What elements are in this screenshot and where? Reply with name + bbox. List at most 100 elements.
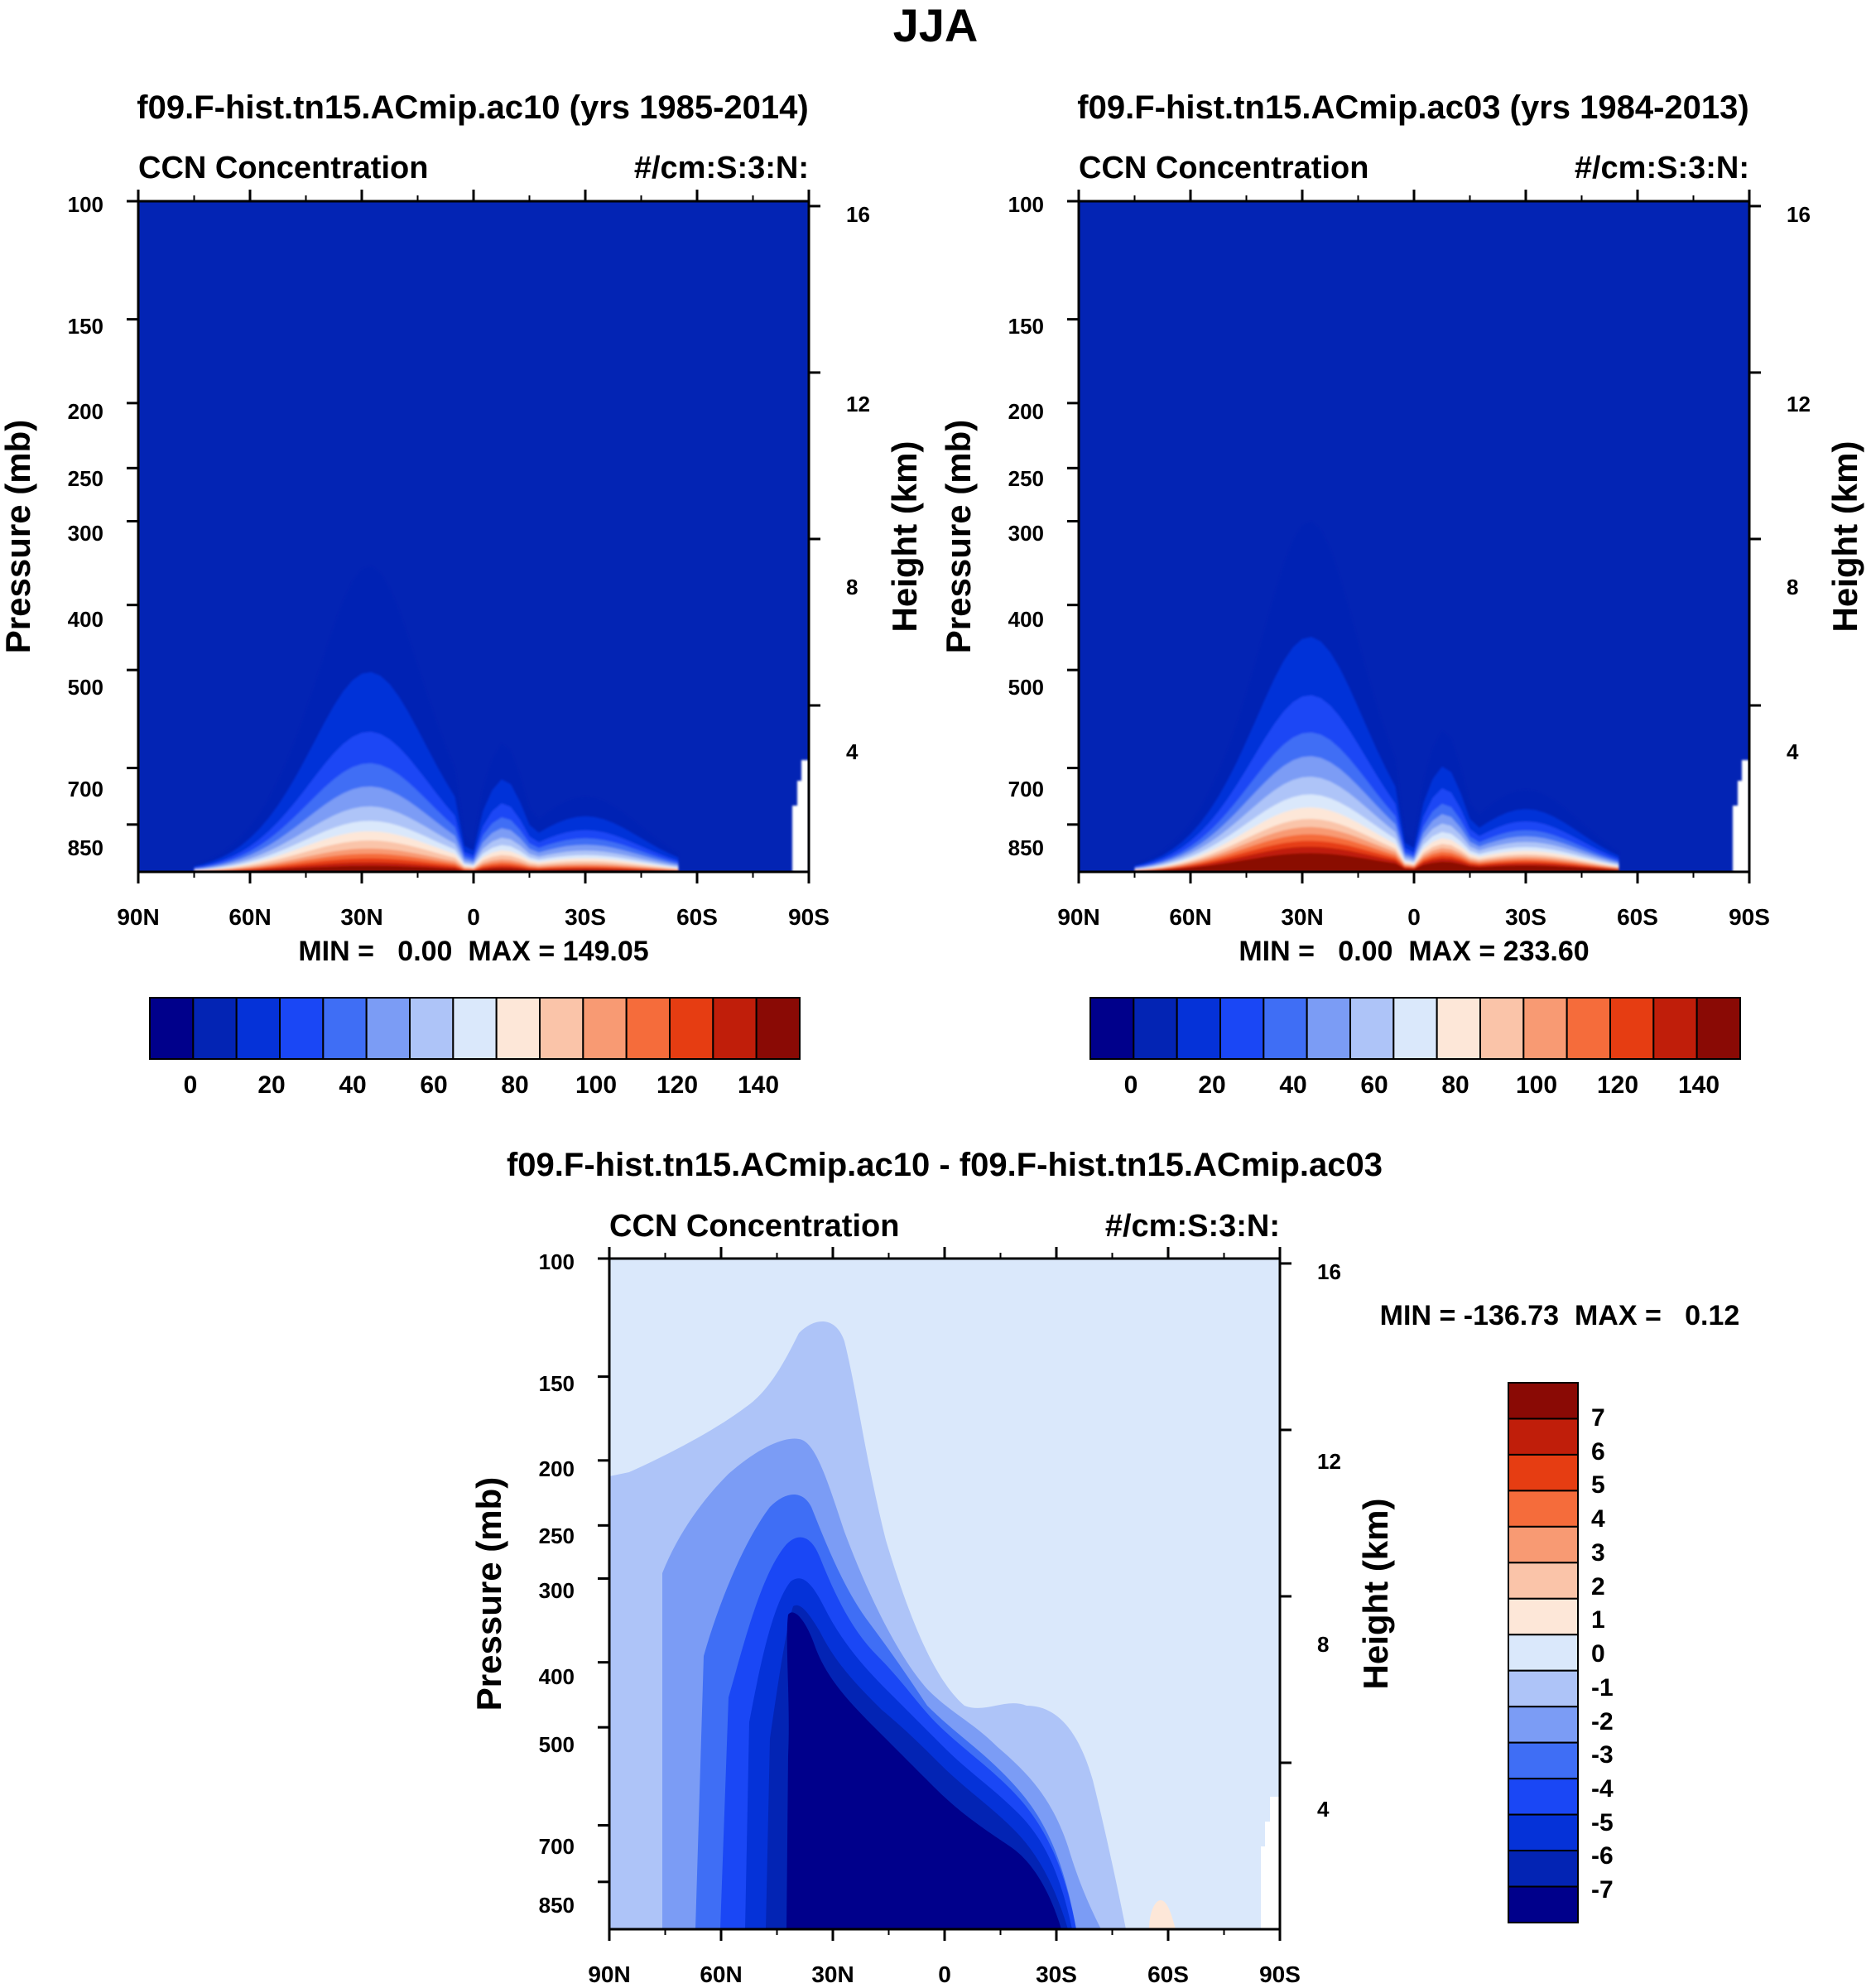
colorbar-swatch xyxy=(669,997,714,1060)
height-tick-label: 4 xyxy=(846,739,859,764)
panel-title: f09.F-hist.tn15.ACmip.ac10 - f09.F-hist.… xyxy=(507,1147,1383,1183)
x-tick-label: 60S xyxy=(1617,904,1658,930)
x-tick-label: 90N xyxy=(117,904,159,930)
y-axis-title: Pressure (mb) xyxy=(0,420,37,653)
colorbar-swatch xyxy=(1508,1634,1579,1672)
panel-title: f09.F-hist.tn15.ACmip.ac03 (yrs 1984-201… xyxy=(1077,89,1748,126)
colorbar-swatch xyxy=(1609,997,1655,1060)
colorbar-label: -5 xyxy=(1591,1809,1614,1836)
axis-ticks xyxy=(598,1247,1291,1941)
y-tick-label: 850 xyxy=(68,835,103,860)
colorbar-label: 80 xyxy=(501,1071,528,1099)
colorbar-swatch xyxy=(1508,1778,1579,1816)
y-tick-label: 400 xyxy=(539,1664,575,1689)
height-tick-label: 16 xyxy=(1787,202,1811,227)
colorbar-vertical xyxy=(1508,1382,1579,1924)
colorbar-swatch xyxy=(1508,1597,1579,1636)
panel-ac10: f09.F-hist.tn15.ACmip.ac10 (yrs 1985-201… xyxy=(0,89,924,1099)
colorbar-label: -3 xyxy=(1591,1741,1614,1769)
y-tick-label: 500 xyxy=(68,675,103,700)
y-tick-label: 100 xyxy=(539,1249,575,1274)
y-tick-label: 300 xyxy=(1008,521,1044,546)
colorbar-swatch xyxy=(1508,1382,1579,1420)
colorbar-swatch xyxy=(1508,1525,1579,1564)
height-tick-label: 16 xyxy=(1317,1259,1341,1284)
y-tick-label: 150 xyxy=(539,1371,575,1396)
contour-band xyxy=(786,1612,1061,1929)
x-tick-label: 60N xyxy=(228,904,271,930)
colorbar-swatch xyxy=(625,997,671,1060)
height-tick-label: 8 xyxy=(846,575,858,599)
panel-diff: f09.F-hist.tn15.ACmip.ac10 - f09.F-hist.… xyxy=(469,1147,1739,1987)
colorbar-swatch xyxy=(1436,997,1481,1060)
x-tick-label: 90S xyxy=(1259,1962,1301,1987)
colorbar-swatch xyxy=(1508,1813,1579,1852)
y-tick-label: 700 xyxy=(68,777,103,801)
colorbar-label: 7 xyxy=(1591,1404,1605,1432)
colorbar xyxy=(149,997,801,1060)
colorbar-label: 4 xyxy=(1591,1505,1605,1533)
colorbar-label: 120 xyxy=(1597,1071,1638,1099)
colorbar-label: -4 xyxy=(1591,1775,1614,1803)
x-tick-label: 30S xyxy=(1036,1962,1077,1987)
y-tick-label: 300 xyxy=(539,1578,575,1603)
x-tick-label: 0 xyxy=(938,1962,951,1987)
y-axis-right-title: Height (km) xyxy=(1356,1499,1395,1690)
height-tick-label: 12 xyxy=(1317,1449,1341,1474)
height-tick-label: 4 xyxy=(1317,1797,1330,1822)
colorbar-label: 1 xyxy=(1591,1606,1605,1634)
colorbar-swatch xyxy=(192,997,238,1060)
min-max-label: MIN = 0.00 MAX = 149.05 xyxy=(298,936,648,967)
panel-ac03: f09.F-hist.tn15.ACmip.ac03 (yrs 1984-201… xyxy=(939,89,1864,1099)
x-tick-label: 30S xyxy=(1505,904,1546,930)
x-tick-label: 30N xyxy=(1281,904,1323,930)
y-tick-label: 100 xyxy=(1008,192,1044,217)
units-label: #/cm:S:3:N: xyxy=(1105,1209,1280,1244)
y-tick-label: 850 xyxy=(539,1893,575,1918)
axis-ticks xyxy=(1067,190,1761,883)
colorbar-swatch xyxy=(1652,997,1698,1060)
x-tick-label: 0 xyxy=(467,904,480,930)
colorbar-label: -7 xyxy=(1591,1876,1614,1904)
y-tick-label: 100 xyxy=(68,192,103,217)
colorbar-swatch xyxy=(1508,1741,1579,1780)
contour-field xyxy=(609,1259,1280,1929)
contour-field xyxy=(1079,201,1749,872)
x-tick-label: 90N xyxy=(588,1962,630,1987)
variable-label: CCN Concentration xyxy=(1079,151,1368,185)
background-fill xyxy=(138,201,809,872)
colorbar-label: 40 xyxy=(339,1071,366,1099)
colorbar-swatch xyxy=(1219,997,1265,1060)
colorbar-label: 100 xyxy=(575,1071,617,1099)
colorbar-swatch xyxy=(1508,1490,1579,1528)
y-tick-label: 200 xyxy=(68,399,103,424)
colorbar-label: 120 xyxy=(657,1071,698,1099)
x-tick-label: 60S xyxy=(676,904,718,930)
colorbar-swatch xyxy=(409,997,455,1060)
colorbar-label: 20 xyxy=(1198,1071,1225,1099)
colorbar-swatch xyxy=(365,997,411,1060)
contour-field xyxy=(138,201,809,872)
variable-label: CCN Concentration xyxy=(138,151,428,185)
x-tick-label: 30S xyxy=(565,904,606,930)
colorbar-label: 2 xyxy=(1591,1573,1605,1601)
contour-band xyxy=(194,865,679,872)
min-max-label: MIN = -136.73 MAX = 0.12 xyxy=(1380,1300,1740,1331)
y-tick-label: 400 xyxy=(68,607,103,632)
colorbar-swatch xyxy=(1508,1562,1579,1600)
height-tick-label: 8 xyxy=(1317,1632,1329,1657)
axis-ticks xyxy=(127,190,820,883)
colorbar-label: 40 xyxy=(1279,1071,1306,1099)
colorbar-label: -2 xyxy=(1591,1708,1614,1735)
units-label: #/cm:S:3:N: xyxy=(1575,151,1749,185)
y-tick-label: 500 xyxy=(1008,675,1044,700)
contour-band xyxy=(1149,1900,1176,1929)
y-tick-label: 700 xyxy=(1008,777,1044,801)
colorbar-label: 80 xyxy=(1441,1071,1469,1099)
height-tick-label: 12 xyxy=(1787,392,1811,416)
x-tick-label: 90S xyxy=(788,904,830,930)
y-tick-label: 300 xyxy=(68,521,103,546)
colorbar-swatch xyxy=(1508,1706,1579,1744)
colorbar-label: 60 xyxy=(1360,1071,1388,1099)
